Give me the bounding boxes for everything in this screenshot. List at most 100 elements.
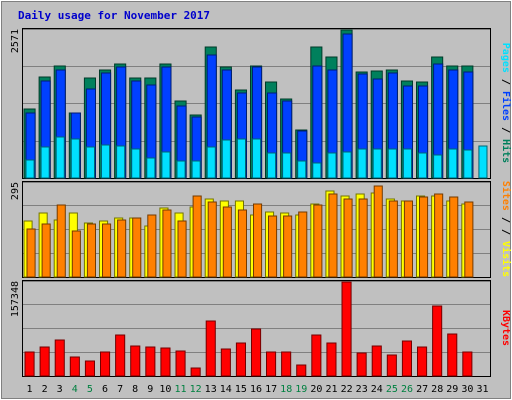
bar-kbytes-day-13: [205, 320, 216, 377]
x-tick-day-18: 18: [280, 384, 292, 395]
bar-kbytes-day-22: [341, 281, 352, 377]
bar-pages-day-24: [372, 148, 382, 179]
bar-sites-day-21: [328, 193, 338, 278]
x-tick-day-23: 23: [356, 384, 368, 395]
x-tick-day-22: 22: [341, 384, 353, 395]
bar-kbytes-day-25: [386, 354, 397, 377]
bar-sites-day-19: [298, 211, 308, 278]
bar-sites-day-7: [117, 219, 127, 278]
bar-kbytes-day-14: [220, 348, 231, 377]
visits-sites-panel: 295 Sites / / Visits: [10, 181, 512, 278]
bar-sites-day-29: [449, 196, 459, 278]
bar-kbytes-day-4: [69, 356, 80, 377]
bar-sites-day-14: [222, 206, 232, 278]
bar-kbytes-day-8: [130, 345, 141, 377]
bar-kbytes-day-20: [311, 334, 322, 377]
bar-sites-day-10: [162, 209, 172, 278]
bar-pages-day-23: [357, 148, 367, 179]
x-tick-day-24: 24: [371, 384, 383, 395]
bar-sites-day-18: [283, 215, 293, 278]
bar-sites-day-9: [147, 214, 157, 278]
bar-sites-day-13: [207, 201, 217, 278]
bar-sites-day-6: [102, 223, 112, 278]
bar-pages-day-20: [312, 162, 322, 179]
bar-pages-day-3: [55, 136, 65, 179]
x-tick-day-17: 17: [265, 384, 277, 395]
bar-kbytes-day-10: [160, 347, 171, 377]
bar-pages-day-28: [433, 154, 443, 179]
bar-pages-day-31: [478, 145, 488, 179]
bar-kbytes-day-29: [447, 333, 458, 377]
y-max-label: 157348: [10, 281, 21, 317]
day-axis: 1 2 3 4 5 6 7 8 9 10 11 12 13 14 15 16 17 18 19 20 21 22 23 24 2…: [26, 384, 488, 395]
bar-pages-day-6: [101, 144, 111, 179]
bar-sites-day-25: [388, 200, 398, 278]
bar-pages-day-15: [236, 138, 246, 179]
series-label-kbytes: KBytes: [500, 310, 511, 346]
bar-kbytes-day-12: [190, 367, 201, 377]
bar-pages-day-13: [206, 146, 216, 179]
series-label-group: Sites / / Visits: [500, 181, 512, 277]
series-label-visits: Visits: [500, 241, 512, 277]
x-tick-day-25: 25: [386, 384, 398, 395]
bar-kbytes-day-26: [401, 340, 412, 377]
bar-pages-day-10: [161, 151, 171, 179]
series-label-files: Files: [500, 91, 512, 121]
bar-sites-day-5: [86, 223, 97, 278]
bar-pages-day-17: [267, 152, 277, 179]
bar-sites-day-22: [343, 198, 353, 278]
x-tick-day-5: 5: [87, 384, 93, 395]
bar-pages-day-8: [131, 148, 141, 179]
bar-kbytes-day-7: [115, 334, 126, 377]
bar-pages-day-1: [25, 159, 35, 179]
chart-title: Daily usage for November 2017: [18, 9, 210, 22]
series-label-group: Pages / Files / Hits: [500, 43, 512, 163]
x-tick-day-10: 10: [159, 384, 171, 395]
series-label-separator: /: [500, 229, 511, 241]
bar-sites-day-28: [434, 193, 444, 278]
x-tick-day-16: 16: [250, 384, 262, 395]
kbytes-panel: 157348 KBytes: [10, 280, 511, 377]
series-label-separator: /: [500, 211, 511, 229]
bar-kbytes-day-27: [417, 346, 428, 377]
x-tick-day-3: 3: [57, 384, 63, 395]
x-tick-day-2: 2: [42, 384, 48, 395]
bar-sites-day-3: [56, 204, 66, 278]
bar-kbytes-day-17: [266, 351, 277, 377]
bar-sites-day-17: [268, 215, 278, 278]
x-tick-day-31: 31: [476, 384, 488, 395]
x-tick-day-4: 4: [72, 384, 78, 395]
x-tick-day-27: 27: [416, 384, 428, 395]
bar-sites-day-8: [132, 217, 142, 278]
x-tick-day-21: 21: [325, 384, 337, 395]
bar-kbytes-day-19: [296, 364, 307, 377]
bar-pages-day-4: [70, 138, 80, 179]
bar-pages-day-12: [191, 160, 201, 179]
series-label-separator: /: [500, 73, 511, 91]
bar-kbytes-day-6: [100, 351, 111, 377]
bar-sites-day-20: [313, 204, 323, 278]
x-tick-day-11: 11: [174, 384, 186, 395]
bar-pages-day-26: [402, 148, 412, 179]
x-tick-day-9: 9: [147, 384, 153, 395]
x-tick-day-30: 30: [461, 384, 473, 395]
bar-files-day-20: [312, 65, 323, 179]
bar-kbytes-day-23: [356, 352, 367, 377]
bar-pages-day-11: [176, 160, 186, 179]
bar-kbytes-day-30: [462, 351, 473, 377]
bar-pages-day-5: [85, 146, 96, 179]
x-tick-day-29: 29: [446, 384, 458, 395]
series-label-separator: /: [500, 121, 511, 139]
x-tick-day-13: 13: [205, 384, 217, 395]
bar-sites-day-4: [71, 230, 81, 278]
bar-pages-day-21: [327, 152, 337, 179]
bar-sites-day-23: [358, 198, 368, 278]
x-tick-day-6: 6: [102, 384, 108, 395]
bar-kbytes-day-11: [175, 350, 186, 377]
bar-sites-day-2: [41, 223, 51, 278]
bar-pages-day-30: [463, 149, 473, 179]
bar-kbytes-day-24: [371, 345, 382, 377]
x-tick-day-15: 15: [235, 384, 247, 395]
bar-sites-day-30: [464, 201, 474, 278]
bar-sites-day-15: [237, 209, 247, 278]
